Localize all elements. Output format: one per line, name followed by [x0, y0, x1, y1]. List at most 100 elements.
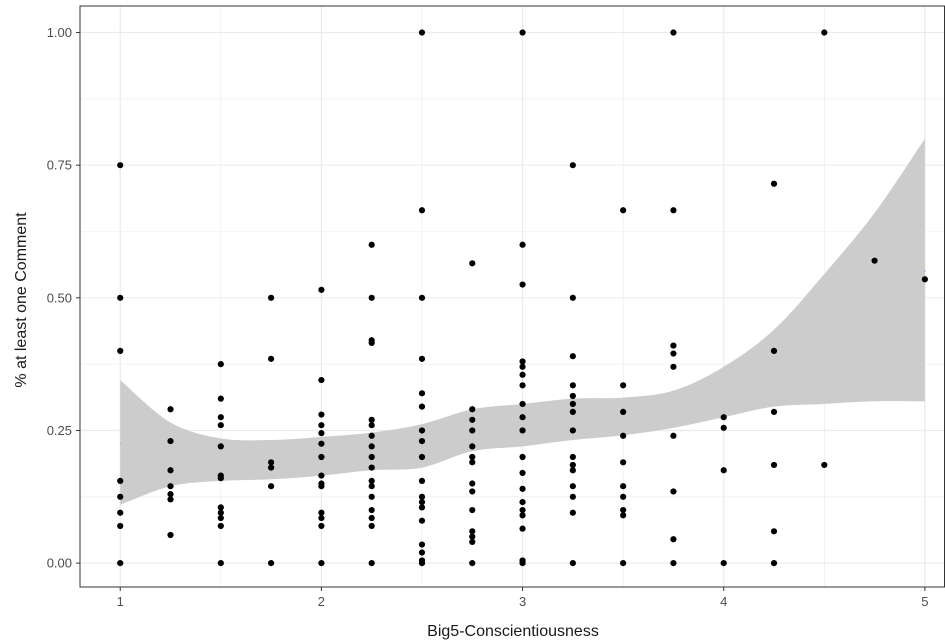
- data-point: [770, 528, 778, 535]
- data-point: [569, 162, 576, 169]
- data-point: [268, 560, 275, 567]
- data-point: [117, 162, 124, 169]
- data-point: [519, 499, 526, 506]
- data-point: [167, 406, 174, 413]
- data-point: [318, 286, 325, 293]
- data-point: [569, 382, 576, 389]
- data-point: [318, 411, 325, 418]
- data-point: [720, 424, 727, 431]
- x-tick-label: 5: [921, 594, 928, 609]
- data-point: [569, 392, 576, 400]
- data-point: [117, 347, 124, 354]
- data-point: [368, 443, 375, 450]
- data-point: [670, 536, 677, 543]
- data-point: [620, 459, 627, 466]
- data-point: [167, 483, 174, 490]
- data-point: [318, 440, 325, 447]
- data-point: [217, 522, 224, 530]
- data-point: [871, 257, 878, 264]
- data-point: [469, 416, 476, 423]
- data-point: [418, 499, 426, 506]
- data-point: [519, 525, 526, 532]
- data-point: [418, 493, 426, 500]
- axis-ticks: 0.00 0.25 0.50 0.75 1.00 1 2 3 4 5: [47, 25, 929, 609]
- data-point: [469, 506, 476, 514]
- data-point: [821, 29, 828, 36]
- data-point: [770, 347, 778, 354]
- data-point: [620, 560, 627, 567]
- data-point: [519, 371, 526, 378]
- data-point: [469, 406, 476, 413]
- data-point: [469, 260, 476, 267]
- y-tick-label: 0.50: [47, 290, 72, 305]
- data-point: [418, 390, 426, 397]
- data-point: [821, 461, 828, 469]
- data-point: [418, 504, 426, 511]
- data-point: [670, 432, 677, 439]
- data-point: [519, 281, 526, 288]
- data-point: [418, 453, 426, 461]
- data-point: [418, 355, 426, 362]
- data-point: [318, 430, 325, 437]
- data-point: [368, 464, 375, 471]
- data-point: [117, 560, 124, 567]
- data-point: [268, 459, 275, 466]
- data-point: [770, 180, 778, 187]
- data-point: [217, 509, 224, 516]
- data-point: [620, 408, 627, 415]
- data-point: [469, 459, 476, 466]
- data-point: [620, 207, 627, 214]
- data-point: [569, 408, 576, 415]
- data-point: [418, 437, 426, 445]
- data-point: [670, 342, 677, 349]
- data-point: [217, 361, 224, 368]
- data-point: [569, 467, 576, 474]
- data-point: [770, 461, 778, 469]
- data-point: [368, 339, 375, 347]
- data-point: [167, 491, 174, 498]
- data-point: [418, 560, 426, 567]
- data-point: [117, 522, 124, 530]
- data-point: [167, 531, 174, 539]
- data-point: [921, 276, 928, 283]
- data-point: [519, 427, 526, 434]
- y-axis-title: % at least one Comment: [13, 212, 30, 388]
- data-point: [368, 432, 375, 439]
- data-point: [670, 560, 677, 567]
- data-point: [368, 506, 375, 514]
- data-point: [620, 382, 627, 389]
- data-point: [519, 382, 526, 389]
- data-point: [268, 294, 275, 301]
- y-tick-label: 0.25: [47, 423, 72, 438]
- data-point: [268, 483, 275, 490]
- data-point: [368, 241, 375, 248]
- confidence-band: [120, 138, 925, 505]
- data-point: [469, 538, 476, 546]
- x-tick-label: 2: [318, 594, 325, 609]
- data-point: [217, 414, 224, 421]
- data-point: [469, 427, 476, 434]
- data-point: [519, 453, 526, 461]
- data-point: [368, 453, 375, 461]
- data-point: [519, 29, 526, 36]
- x-axis-title: Big5-Conscientiousness: [427, 623, 599, 640]
- data-point: [418, 29, 426, 36]
- data-point: [519, 241, 526, 248]
- data-point: [368, 294, 375, 301]
- data-point: [217, 395, 224, 402]
- data-point: [569, 493, 576, 500]
- data-point: [620, 506, 627, 514]
- data-point: [318, 376, 325, 384]
- data-point: [217, 514, 224, 522]
- data-point: [268, 464, 275, 471]
- data-point: [117, 294, 124, 301]
- data-point: [720, 560, 727, 567]
- data-point: [117, 477, 124, 484]
- data-point: [368, 477, 375, 484]
- data-point: [167, 437, 174, 445]
- data-point: [418, 207, 426, 214]
- data-point: [519, 358, 526, 365]
- data-point: [418, 477, 426, 484]
- data-point: [217, 422, 224, 429]
